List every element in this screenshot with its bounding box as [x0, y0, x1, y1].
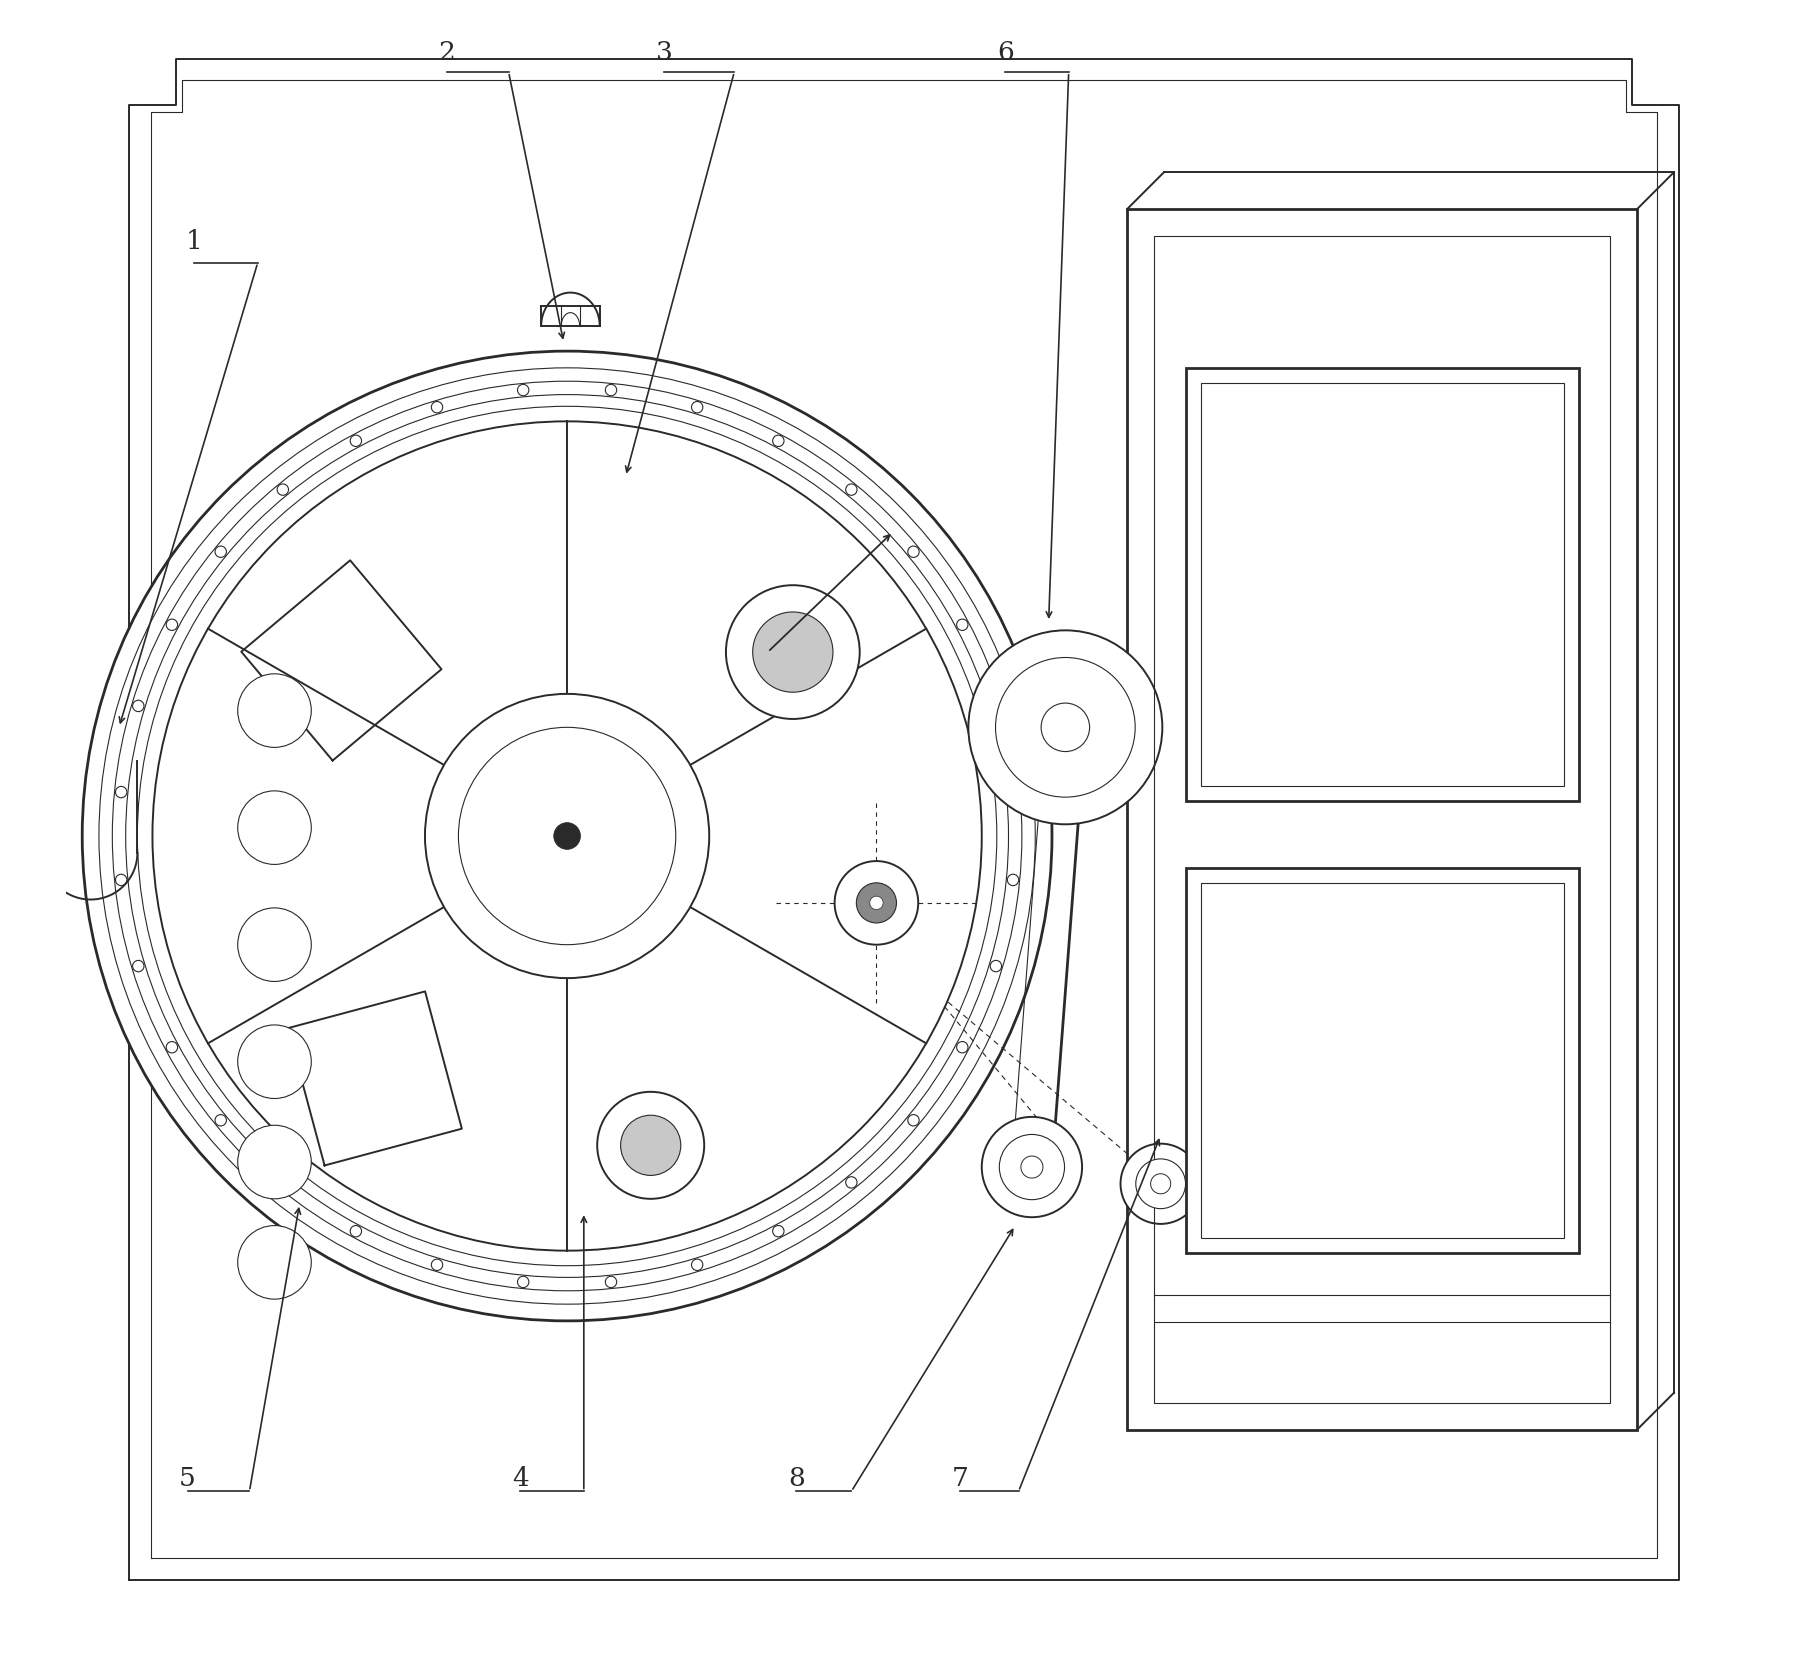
Circle shape: [83, 351, 1051, 1321]
Circle shape: [692, 1259, 703, 1271]
Circle shape: [1120, 1144, 1201, 1224]
Circle shape: [606, 1276, 617, 1287]
Circle shape: [773, 435, 784, 446]
Circle shape: [278, 1177, 288, 1189]
Text: 1: 1: [186, 229, 202, 254]
Circle shape: [999, 1134, 1064, 1200]
Circle shape: [1008, 874, 1019, 886]
Bar: [1201, 383, 1563, 786]
Bar: [1186, 868, 1579, 1252]
Circle shape: [727, 585, 860, 719]
Circle shape: [968, 630, 1163, 824]
Text: 8: 8: [788, 1466, 804, 1491]
Circle shape: [606, 385, 617, 396]
Circle shape: [1136, 1159, 1186, 1209]
Circle shape: [350, 1226, 362, 1237]
Circle shape: [597, 1092, 705, 1199]
Circle shape: [153, 421, 983, 1251]
Circle shape: [133, 960, 144, 971]
Circle shape: [238, 674, 312, 747]
Text: 5: 5: [178, 1466, 197, 1491]
Circle shape: [238, 1226, 312, 1299]
Circle shape: [215, 1115, 227, 1125]
Bar: [1201, 883, 1563, 1237]
Circle shape: [990, 960, 1002, 971]
Circle shape: [907, 1115, 920, 1125]
Bar: [1154, 236, 1610, 1403]
Circle shape: [1150, 1174, 1170, 1194]
Circle shape: [115, 786, 126, 798]
Circle shape: [692, 401, 703, 413]
Circle shape: [554, 823, 581, 849]
Circle shape: [238, 791, 312, 864]
Circle shape: [990, 701, 1002, 712]
Bar: [1186, 368, 1579, 801]
Circle shape: [620, 1115, 682, 1175]
Text: 7: 7: [952, 1466, 968, 1491]
Circle shape: [238, 908, 312, 981]
Circle shape: [431, 1259, 444, 1271]
Circle shape: [846, 483, 856, 495]
Circle shape: [1008, 786, 1019, 798]
Circle shape: [983, 1117, 1082, 1217]
Circle shape: [350, 435, 362, 446]
Circle shape: [166, 1042, 178, 1053]
Circle shape: [856, 883, 896, 923]
Circle shape: [773, 1226, 784, 1237]
Circle shape: [752, 612, 833, 692]
Circle shape: [846, 1177, 856, 1189]
Circle shape: [995, 657, 1136, 798]
Circle shape: [133, 701, 144, 712]
Circle shape: [238, 1025, 312, 1099]
Text: 4: 4: [512, 1466, 528, 1491]
Text: 6: 6: [997, 40, 1013, 65]
Circle shape: [517, 385, 528, 396]
Circle shape: [957, 1042, 968, 1053]
Circle shape: [869, 896, 883, 910]
Circle shape: [426, 694, 709, 978]
Circle shape: [99, 368, 1035, 1304]
Circle shape: [907, 547, 920, 557]
Circle shape: [238, 1125, 312, 1199]
Circle shape: [1020, 1155, 1042, 1179]
Circle shape: [215, 547, 227, 557]
Circle shape: [458, 727, 676, 945]
Circle shape: [517, 1276, 528, 1287]
Circle shape: [278, 483, 288, 495]
Text: 3: 3: [656, 40, 673, 65]
Circle shape: [1040, 702, 1089, 752]
Circle shape: [431, 401, 444, 413]
Circle shape: [166, 619, 178, 630]
Circle shape: [957, 619, 968, 630]
Circle shape: [115, 874, 126, 886]
Bar: [1127, 209, 1637, 1430]
Circle shape: [835, 861, 918, 945]
Text: 2: 2: [438, 40, 454, 65]
